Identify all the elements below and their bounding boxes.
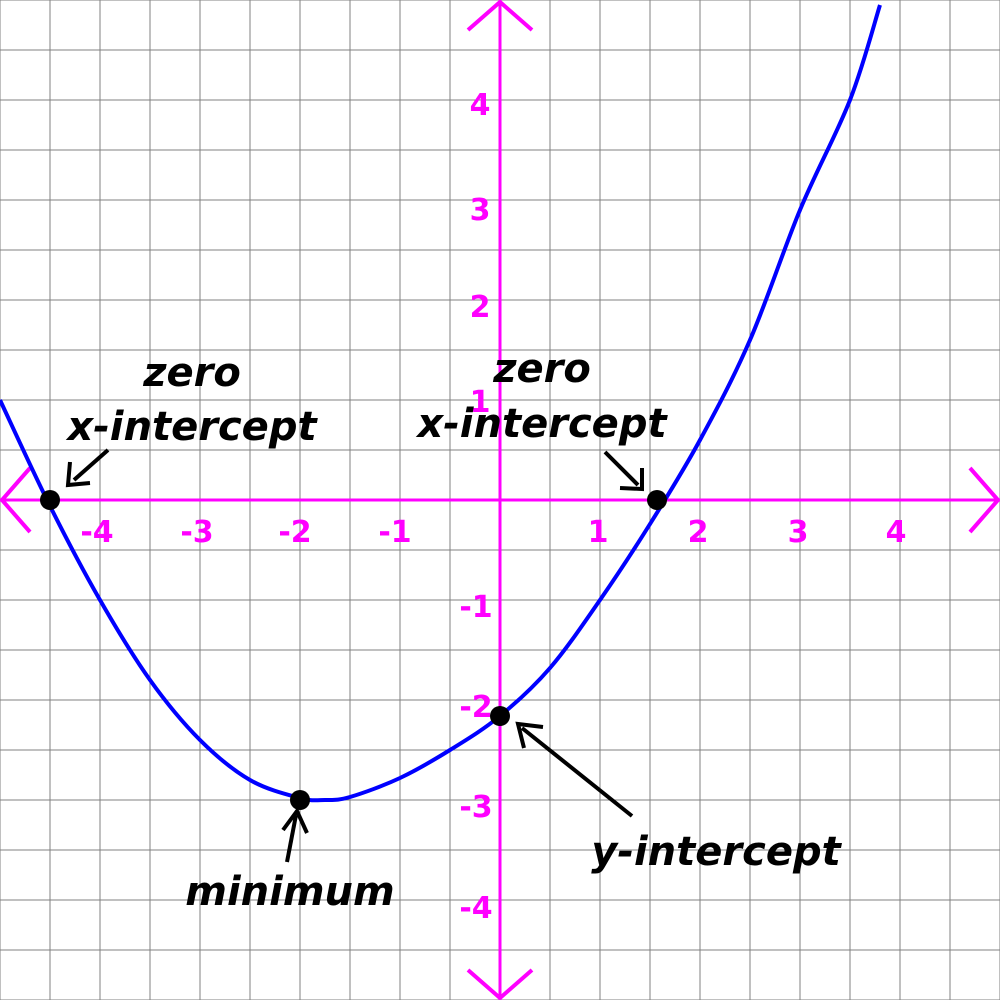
x-tick-label: -2	[278, 515, 311, 550]
x-tick-label: 2	[688, 515, 709, 550]
arrow-minimum	[285, 814, 298, 863]
arrow-zero-right	[603, 450, 640, 487]
y-tick-label: 1	[470, 385, 491, 420]
annotation-minimum: minimum	[185, 869, 394, 915]
y-tick-label: -3	[459, 790, 492, 825]
y-axis-top-arrow	[466, 0, 534, 32]
arrow-y-intercept-head	[515, 721, 544, 749]
y-tick-label: 4	[470, 88, 491, 123]
arrow-minimum-head	[281, 807, 309, 834]
x-tick-labels: -4 -3 -2 -1 1 2 3 4	[80, 515, 906, 550]
annotation-zero-left: zero	[142, 350, 241, 396]
annotation-x-intercept-right: x-intercept	[415, 401, 668, 447]
x-tick-label: 3	[788, 515, 809, 550]
key-point-marker	[40, 490, 60, 510]
x-tick-label: 4	[886, 515, 907, 550]
arrow-zero-left-head	[65, 461, 91, 488]
annotation-y-intercept: y-intercept	[591, 829, 842, 875]
curve-layer	[0, 4, 882, 803]
x-tick-label: 1	[588, 515, 609, 550]
points-layer	[40, 490, 667, 810]
y-tick-label: -2	[459, 690, 492, 725]
key-point-marker	[490, 706, 510, 726]
arrow-y-intercept	[520, 726, 634, 818]
y-axis-bottom-arrow	[466, 968, 534, 1000]
x-axis-left-arrow	[0, 466, 32, 534]
x-tick-label: -3	[180, 515, 213, 550]
x-tick-label: -4	[80, 515, 113, 550]
y-tick-label: -4	[459, 891, 492, 926]
y-tick-label: -1	[459, 590, 492, 625]
x-axis-right-arrow	[968, 466, 1000, 534]
annotation-zero-right: zero	[492, 346, 591, 392]
y-tick-labels: 4 3 2 1 -1 -2 -3 -4	[459, 88, 492, 926]
y-tick-label: 3	[470, 193, 491, 228]
y-tick-label: 2	[470, 290, 491, 325]
key-point-marker	[290, 790, 310, 810]
x-tick-label: -1	[378, 515, 411, 550]
annotations: zero x-intercept zero x-intercept minimu…	[65, 346, 842, 915]
arrow-zero-left	[72, 448, 110, 482]
arrow-zero-right-head	[619, 468, 644, 492]
key-point-marker	[647, 490, 667, 510]
function-curve	[0, 4, 882, 803]
annotation-x-intercept-left: x-intercept	[65, 404, 318, 450]
